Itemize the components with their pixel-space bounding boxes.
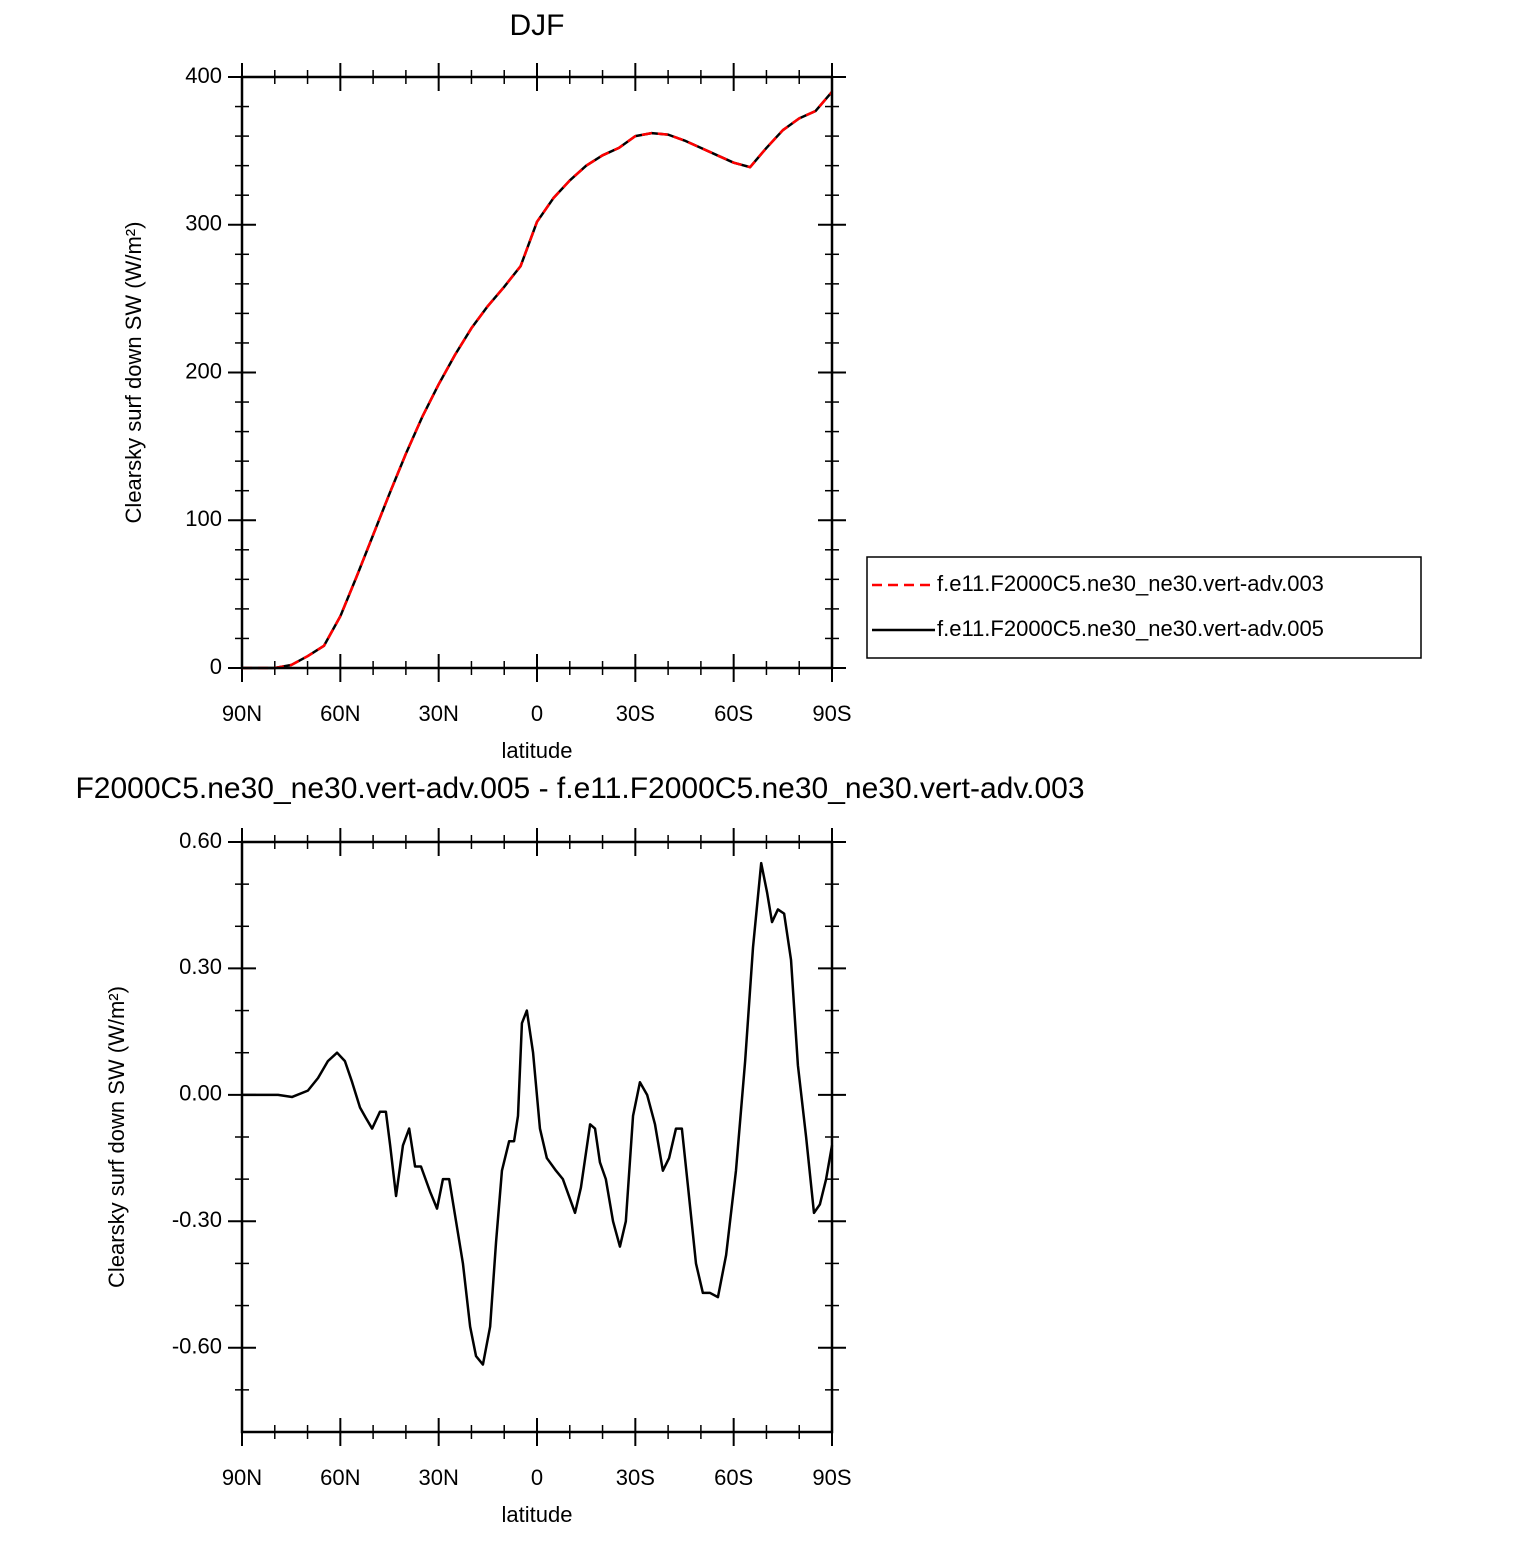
y-tick-label: 0 bbox=[210, 654, 222, 679]
chart-title: DJF bbox=[510, 9, 565, 42]
y-tick-label: 0.30 bbox=[179, 954, 222, 979]
y-tick-label: 0.00 bbox=[179, 1081, 222, 1106]
x-tick-label: 60S bbox=[714, 1465, 753, 1490]
y-axis-label: Clearsky surf down SW (W/m²) bbox=[104, 986, 129, 1288]
y-tick-label: -0.60 bbox=[172, 1334, 222, 1359]
x-tick-label: 60S bbox=[714, 701, 753, 726]
plot-frame bbox=[240, 75, 834, 670]
x-tick-label: 30N bbox=[418, 701, 458, 726]
x-tick-label: 90S bbox=[812, 701, 851, 726]
y-tick-label: 100 bbox=[185, 506, 222, 531]
x-tick-label: 90N bbox=[222, 701, 262, 726]
x-tick-label: 60N bbox=[320, 1465, 360, 1490]
x-tick-label: 90S bbox=[812, 1465, 851, 1490]
x-tick-label: 30S bbox=[616, 1465, 655, 1490]
y-axis-label: Clearsky surf down SW (W/m²) bbox=[121, 222, 146, 524]
y-tick-label: 400 bbox=[185, 63, 222, 88]
y-tick-label: -0.30 bbox=[172, 1207, 222, 1232]
x-axis-label: latitude bbox=[502, 738, 573, 763]
x-tick-label: 30S bbox=[616, 701, 655, 726]
legend-box bbox=[866, 556, 1422, 659]
x-tick-label: 0 bbox=[531, 701, 543, 726]
x-tick-label: 60N bbox=[320, 701, 360, 726]
data-line bbox=[242, 90, 833, 670]
data-line bbox=[242, 90, 833, 670]
y-tick-label: 300 bbox=[185, 211, 222, 236]
data-line bbox=[242, 861, 834, 1366]
x-tick-label: 0 bbox=[531, 1465, 543, 1490]
x-tick-label: 30N bbox=[418, 1465, 458, 1490]
x-tick-label: 90N bbox=[222, 1465, 262, 1490]
x-axis-label: latitude bbox=[502, 1502, 573, 1527]
chart-title: F2000C5.ne30_ne30.vert-adv.005 - f.e11.F… bbox=[75, 772, 1084, 805]
y-tick-label: 200 bbox=[185, 358, 222, 383]
y-tick-label: 0.60 bbox=[179, 828, 222, 853]
legend-label: f.e11.F2000C5.ne30_ne30.vert-adv.003 bbox=[937, 571, 1324, 596]
plot-frame bbox=[240, 840, 834, 1434]
legend-label: f.e11.F2000C5.ne30_ne30.vert-adv.005 bbox=[937, 616, 1324, 641]
